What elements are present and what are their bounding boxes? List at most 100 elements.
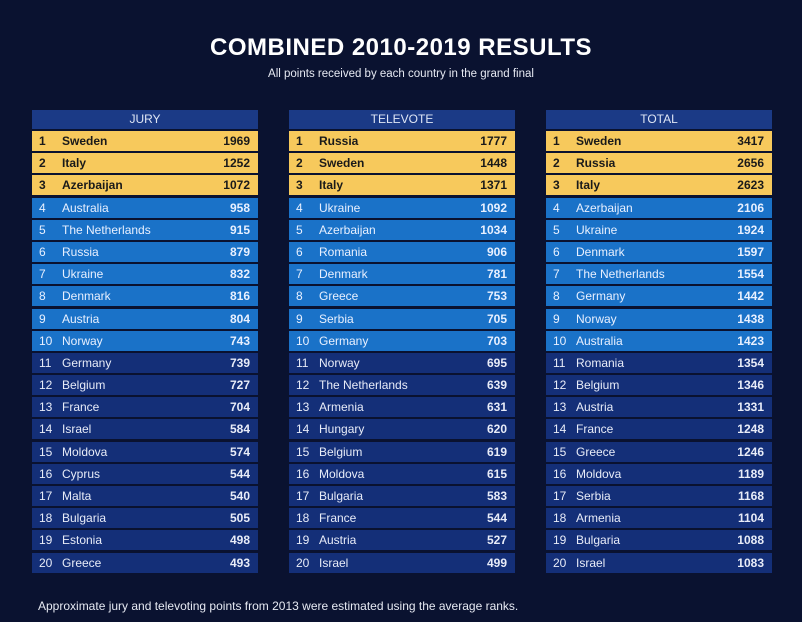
rank: 3 [296,178,303,193]
rank: 17 [296,489,310,503]
table-row: 1 Russia 1777 [289,131,515,151]
rank: 3 [39,178,46,193]
table-header: TOTAL [546,110,772,129]
rank: 8 [39,289,46,304]
table-row: 4 Ukraine 1092 [289,197,515,218]
table-row: 17 Serbia 1168 [546,486,772,506]
rank: 4 [39,200,46,215]
table-row: 20 Israel 499 [289,552,515,573]
points: 804 [229,311,250,326]
country: Greece [576,444,616,459]
country: Italy [62,156,87,171]
rank: 12 [553,378,567,393]
country: Russia [62,244,99,259]
points: 1969 [223,134,250,148]
page-subtitle: All points received by each country in t… [268,68,534,80]
rank: 17 [39,489,53,503]
table-row: 6 Romania 906 [289,241,515,262]
country: France [319,511,357,526]
rank: 13 [296,400,310,415]
points: 753 [486,289,507,304]
rank: 3 [553,178,560,193]
points: 1924 [737,222,764,237]
rank: 20 [39,555,53,570]
points: 1442 [737,289,764,304]
points: 1083 [737,555,764,570]
rank: 9 [296,311,303,326]
country: Moldova [62,444,108,459]
country: Sweden [576,134,622,148]
rank: 18 [296,511,310,526]
table-row: 15 Belgium 619 [289,441,515,462]
country: Israel [62,422,92,437]
table-row: 10 Germany 703 [289,330,515,351]
country: Greece [319,289,359,304]
points: 915 [229,222,250,237]
points: 1777 [480,134,507,148]
points: 1088 [737,533,764,548]
points: 505 [229,511,250,526]
table-row: 16 Moldova 615 [289,463,515,484]
country: Armenia [576,511,621,526]
country: Sweden [62,134,108,148]
table-row: 2 Italy 1252 [32,153,258,174]
table-row: 17 Malta 540 [32,486,258,506]
points: 705 [486,311,507,326]
table-row: 20 Greece 493 [32,552,258,573]
points: 493 [229,555,250,570]
table-row: 17 Bulgaria 583 [289,486,515,506]
country: Bulgaria [62,511,107,526]
points: 695 [486,355,507,370]
points: 906 [486,244,507,259]
country: Romania [319,244,368,259]
rank: 13 [39,400,53,415]
points: 620 [486,422,507,437]
footnote: Approximate jury and televoting points f… [38,599,519,613]
points: 2623 [737,178,764,193]
rank: 7 [553,267,560,282]
country: Austria [576,400,614,415]
rank: 10 [296,333,310,348]
rank: 15 [296,444,310,459]
table-header: TELEVOTE [289,110,515,129]
country: Belgium [62,378,106,393]
table-row: 16 Moldova 1189 [546,463,772,484]
rank: 5 [296,222,303,237]
points: 1448 [480,156,507,171]
points: 2106 [737,200,764,215]
points: 1252 [223,156,250,171]
country: Azerbaijan [576,200,633,215]
table-row: 14 France 1248 [546,419,772,440]
points: 1597 [737,244,764,259]
country: Azerbaijan [62,178,123,193]
table-row: 9 Norway 1438 [546,308,772,329]
rank: 4 [553,200,560,215]
table-row: 2 Sweden 1448 [289,153,515,174]
table-row: 4 Azerbaijan 2106 [546,197,772,218]
country: Malta [62,489,92,503]
table-row: 6 Russia 879 [32,241,258,262]
rank: 14 [39,422,53,437]
points: 816 [229,289,250,304]
table-row: 3 Italy 2623 [546,175,772,196]
rank: 11 [39,355,52,370]
rank: 1 [39,134,46,148]
table-row: 19 Austria 527 [289,530,515,551]
table-row: 7 Ukraine 832 [32,264,258,285]
table-row: 13 Armenia 631 [289,397,515,418]
table-row: 12 The Netherlands 639 [289,375,515,396]
rank: 9 [39,311,46,326]
points: 879 [229,244,250,259]
rank: 8 [553,289,560,304]
country: Moldova [576,466,622,481]
table-row: 9 Austria 804 [32,308,258,329]
rank: 7 [296,267,303,282]
country: Israel [319,555,349,570]
table-row: 3 Italy 1371 [289,175,515,196]
country: Norway [576,311,617,326]
points: 743 [229,333,250,348]
table-row: 14 Hungary 620 [289,419,515,440]
country: Russia [576,156,616,171]
points: 544 [229,466,250,481]
points: 1072 [223,178,250,193]
